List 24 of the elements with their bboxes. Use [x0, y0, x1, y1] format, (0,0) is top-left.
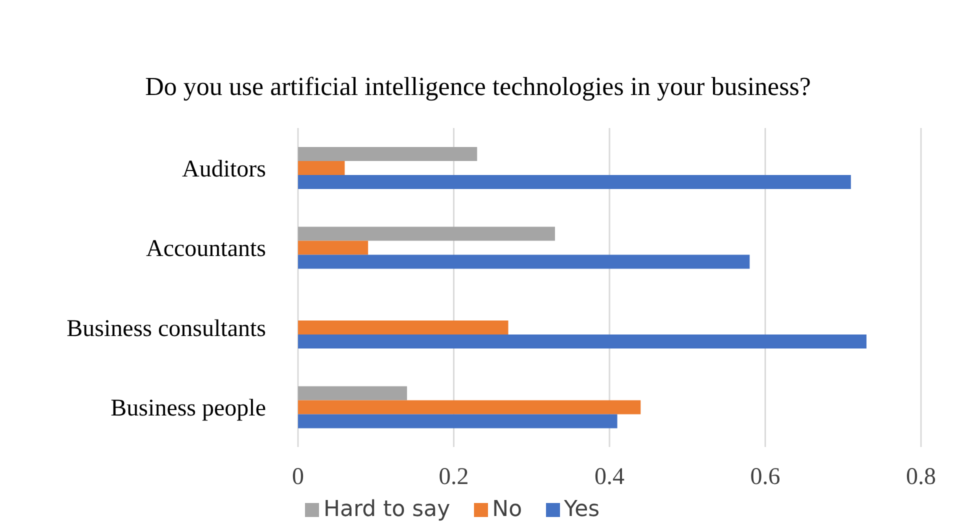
bar	[298, 226, 555, 241]
x-tick-label: 0.4	[594, 464, 624, 490]
y-tick-label: Business people	[110, 396, 266, 422]
bar	[298, 400, 641, 414]
legend-label: Hard to say	[323, 497, 450, 522]
legend-label: Yes	[564, 497, 600, 522]
y-tick-label: Accountants	[146, 236, 266, 262]
bar	[298, 320, 508, 334]
y-tick-label: Business consultants	[66, 316, 266, 342]
bar	[298, 334, 866, 348]
x-tick-label: 0.6	[750, 464, 780, 490]
x-tick-label: 0.2	[438, 464, 469, 490]
bar	[298, 147, 478, 161]
bar	[298, 175, 851, 189]
bar	[298, 240, 368, 255]
x-tick-label: 0.8	[906, 464, 936, 490]
chart-title: Do you use artificial intelligence technologies in your business?	[145, 71, 811, 103]
legend-label: No	[492, 497, 522, 522]
x-tick-label: 0	[292, 464, 304, 490]
y-tick-label: Auditors	[182, 156, 266, 182]
bar	[298, 386, 408, 400]
bar	[298, 161, 345, 175]
bar	[298, 414, 618, 428]
bar	[298, 254, 750, 269]
